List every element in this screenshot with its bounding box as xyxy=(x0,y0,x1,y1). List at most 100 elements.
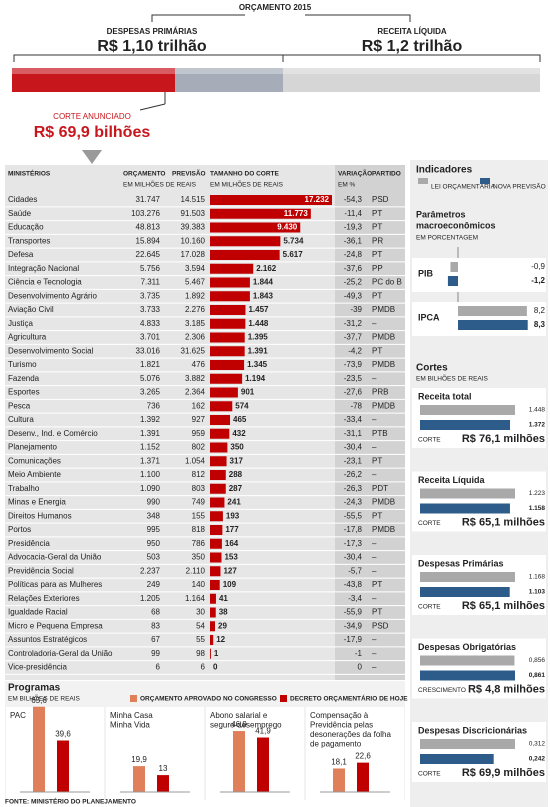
params-title: Parâmetros xyxy=(416,209,466,219)
legend-swatch xyxy=(418,178,428,184)
party: – xyxy=(372,594,377,603)
variation: -26,2 xyxy=(344,470,363,479)
budget: 348 xyxy=(147,511,161,520)
forecast: 802 xyxy=(192,443,206,452)
ministry-name: Turismo xyxy=(8,360,37,369)
cut-panel-title: Despesas Discricionárias xyxy=(418,725,527,735)
ministry-name: Justiça xyxy=(8,319,33,328)
forecast: 31.625 xyxy=(181,346,206,355)
program-box xyxy=(306,707,404,800)
ministry-name: Transportes xyxy=(8,236,50,245)
cut-label: 193 xyxy=(226,511,240,520)
cut-bar xyxy=(210,593,216,604)
cut-label: 1.395 xyxy=(248,333,269,342)
cut-bar xyxy=(210,525,223,535)
cut-label: 11.773 xyxy=(284,209,309,218)
forecast: 39.383 xyxy=(181,223,206,232)
party: PTB xyxy=(372,429,388,438)
budget: 67 xyxy=(151,635,160,644)
cut-box xyxy=(412,555,546,615)
cut-label: 1.843 xyxy=(253,291,274,300)
program-label: 65,6 xyxy=(31,696,47,705)
programs-title: Programas xyxy=(8,683,61,694)
cut-panel-label: 0,312 xyxy=(529,741,546,748)
program-name: PAC xyxy=(10,711,26,720)
variation: -11,4 xyxy=(344,209,362,218)
program-box xyxy=(6,707,104,800)
program-bar xyxy=(133,766,145,792)
party: PT xyxy=(372,580,382,589)
cut-label: 177 xyxy=(225,525,239,534)
forecast: 55 xyxy=(196,635,205,644)
forecast: 2.364 xyxy=(185,388,206,397)
legend-swatch xyxy=(480,178,490,184)
cut-bar xyxy=(210,263,254,274)
forecast: 162 xyxy=(192,401,206,410)
variation: -23,1 xyxy=(344,456,363,465)
variation: -55,5 xyxy=(344,511,363,520)
column-unit: EM MILHÕES DE REAIS xyxy=(210,180,284,189)
cut-label: 1.391 xyxy=(248,346,269,355)
cut-label: 574 xyxy=(235,401,249,410)
cut-bar xyxy=(210,566,221,577)
variation: -31,1 xyxy=(344,429,363,438)
party: PMDB xyxy=(372,525,395,534)
program-label: 41,9 xyxy=(255,727,271,736)
pointer xyxy=(139,103,166,111)
ministry-name: Controladoria-Geral da União xyxy=(8,649,113,658)
forecast: 927 xyxy=(192,415,206,424)
program-box xyxy=(106,707,204,800)
budget: 5.076 xyxy=(140,374,161,383)
variation: -23,5 xyxy=(344,374,363,383)
cut-bar xyxy=(210,511,223,522)
header-bar xyxy=(283,68,540,92)
cut-label: 1.448 xyxy=(248,319,269,328)
cut-panel-bar xyxy=(420,587,510,597)
indicator-bar xyxy=(458,320,528,330)
party: PR xyxy=(372,236,383,245)
forecast: 959 xyxy=(192,429,206,438)
column-header: TAMANHO DO CORTE xyxy=(210,171,280,178)
cut-box xyxy=(412,471,546,532)
program-label: 13 xyxy=(159,764,168,773)
cut-label: 317 xyxy=(230,456,244,465)
forecast: 91.503 xyxy=(181,209,206,218)
cut-bar xyxy=(210,291,250,302)
budget: 1.100 xyxy=(140,470,161,479)
ministry-name: Vice-presidência xyxy=(8,663,68,672)
ministry-name: Defesa xyxy=(8,250,34,259)
budget: 7.311 xyxy=(141,278,161,287)
left-label: DESPESAS PRIMÁRIAS xyxy=(107,27,198,36)
ministry-name: Micro e Pequena Empresa xyxy=(8,621,103,630)
cut-panel-bar xyxy=(420,503,510,514)
cut-label: 432 xyxy=(232,429,246,438)
budget: 736 xyxy=(147,401,161,410)
cut-label: 127 xyxy=(223,566,237,575)
ministry-name: Agricultura xyxy=(8,333,47,342)
party: PMDB xyxy=(372,333,395,342)
budget: 249 xyxy=(147,580,161,589)
party: PSD xyxy=(372,195,389,204)
program-bar xyxy=(57,740,69,792)
party: – xyxy=(372,553,377,562)
cut-bar xyxy=(210,415,231,425)
forecast: 17.028 xyxy=(181,250,206,259)
program-name: Previdência pelas xyxy=(310,721,373,730)
header-bar-shine xyxy=(12,68,540,74)
column-unit: EM MILHÕES DE REAIS xyxy=(123,180,197,189)
cut-label: 1.457 xyxy=(248,305,269,314)
budget: 48.813 xyxy=(136,223,161,232)
party: PSD xyxy=(372,621,389,630)
variation: -26,3 xyxy=(344,484,363,493)
cut-bar xyxy=(210,442,228,453)
ministry-name: Direitos Humanos xyxy=(8,511,72,520)
ministry-name: Integração Nacional xyxy=(8,264,79,273)
cut-label: 465 xyxy=(233,415,247,424)
budget: 1.371 xyxy=(140,456,161,465)
params-subtitle: EM PORCENTAGEM xyxy=(416,235,478,242)
budget: 3.733 xyxy=(140,305,161,314)
ministry-name: Pesca xyxy=(8,401,31,410)
cut-bar xyxy=(210,318,246,329)
cut-label: 164 xyxy=(225,539,239,548)
